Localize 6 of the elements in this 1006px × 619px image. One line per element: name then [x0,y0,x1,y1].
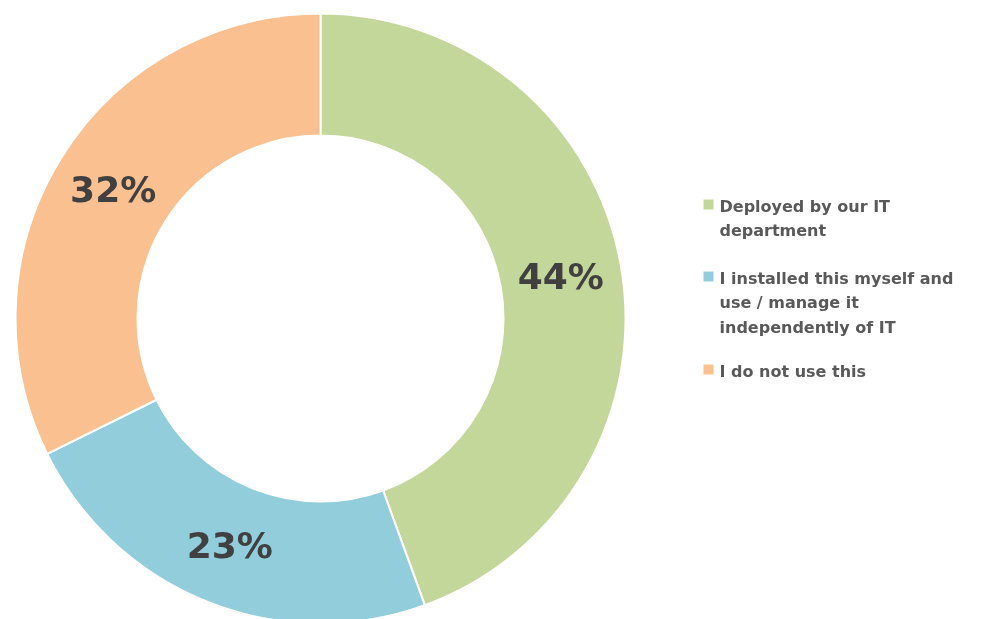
data-label: 23% [186,524,273,566]
legend-label: Deployed by our IT department [719,196,891,241]
legend-label: I do not use this [719,361,867,381]
data-label: 32% [70,169,157,211]
legend-label: I installed this myself and use / manage it independently of IT [719,268,954,337]
data-label: 44% [517,255,604,297]
